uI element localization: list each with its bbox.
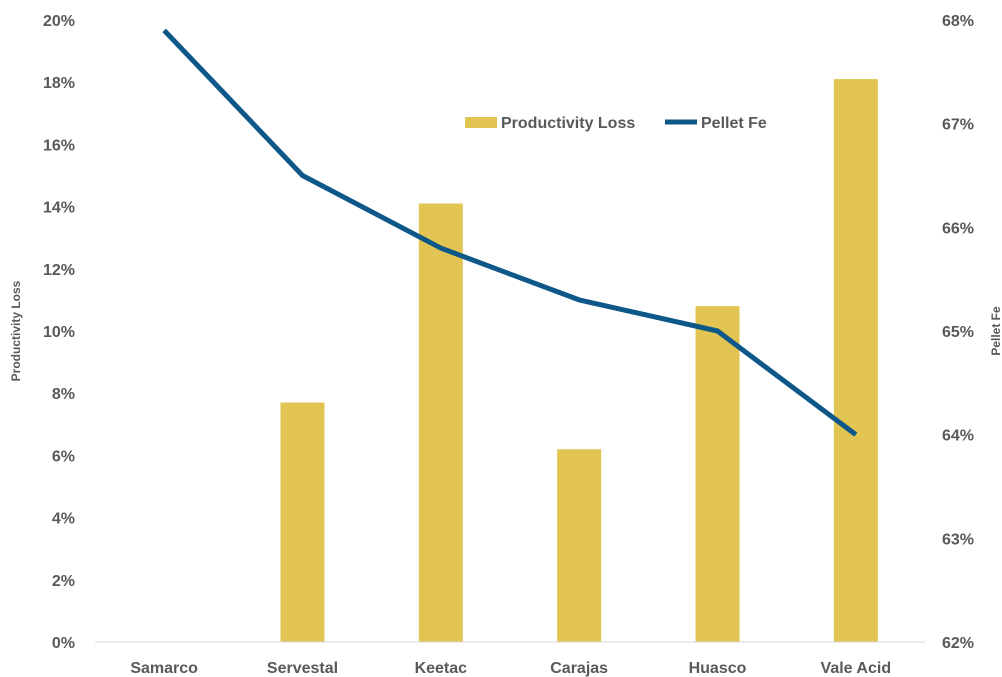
y2-tick-label: 64% — [942, 428, 974, 445]
y-tick-label: 4% — [52, 511, 75, 528]
y-tick-label: 12% — [43, 262, 75, 279]
y-tick-label: 10% — [43, 324, 75, 341]
bar-carajas — [557, 449, 602, 642]
y-tick-label: 8% — [52, 386, 75, 403]
legend-label-pellet-fe: Pellet Fe — [701, 115, 767, 132]
y2-tick-label: 65% — [942, 324, 974, 341]
legend-swatch-productivity-loss — [465, 117, 497, 128]
bar-keetac — [418, 203, 463, 643]
y-axis-ticks: 0% 2% 4% 6% 8% 10% 12% 14% 16% 18% 20% — [43, 13, 75, 652]
y-tick-label: 0% — [52, 635, 75, 652]
y-tick-label: 2% — [52, 573, 75, 590]
bar-huasco — [695, 306, 740, 642]
y2-tick-label: 67% — [942, 117, 974, 134]
y2-tick-label: 63% — [942, 531, 974, 548]
x-tick-label: Samarco — [130, 660, 198, 677]
y2-tick-label: 62% — [942, 635, 974, 652]
bar-servestal — [280, 402, 325, 642]
legend-label-productivity-loss: Productivity Loss — [501, 115, 635, 132]
y-tick-label: 14% — [43, 200, 75, 217]
pellet-fe-line — [162, 28, 858, 437]
y-tick-label: 6% — [52, 448, 75, 465]
x-axis-ticks: Samarco Servestal Keetac Carajas Huasco Vale … — [130, 660, 891, 677]
y-tick-label: 20% — [43, 13, 75, 30]
x-tick-label: Servestal — [267, 660, 338, 677]
y-axis-title: Productivity Loss — [9, 280, 23, 381]
bars-group — [280, 79, 878, 643]
bar-vale-acid — [833, 79, 878, 643]
x-tick-label: Vale Acid — [821, 660, 892, 677]
x-tick-label: Keetac — [415, 660, 468, 677]
y-tick-label: 16% — [43, 137, 75, 154]
y-tick-label: 18% — [43, 75, 75, 92]
x-tick-label: Huasco — [689, 660, 747, 677]
y2-axis-title: Pellet Fe — [989, 306, 1002, 356]
legend: Productivity Loss Pellet Fe — [465, 115, 767, 132]
y2-tick-label: 66% — [942, 220, 974, 237]
x-tick-label: Carajas — [550, 660, 608, 677]
y2-axis-ticks: 62% 63% 64% 65% 66% 67% 68% — [942, 13, 974, 652]
y2-tick-label: 68% — [942, 13, 974, 30]
